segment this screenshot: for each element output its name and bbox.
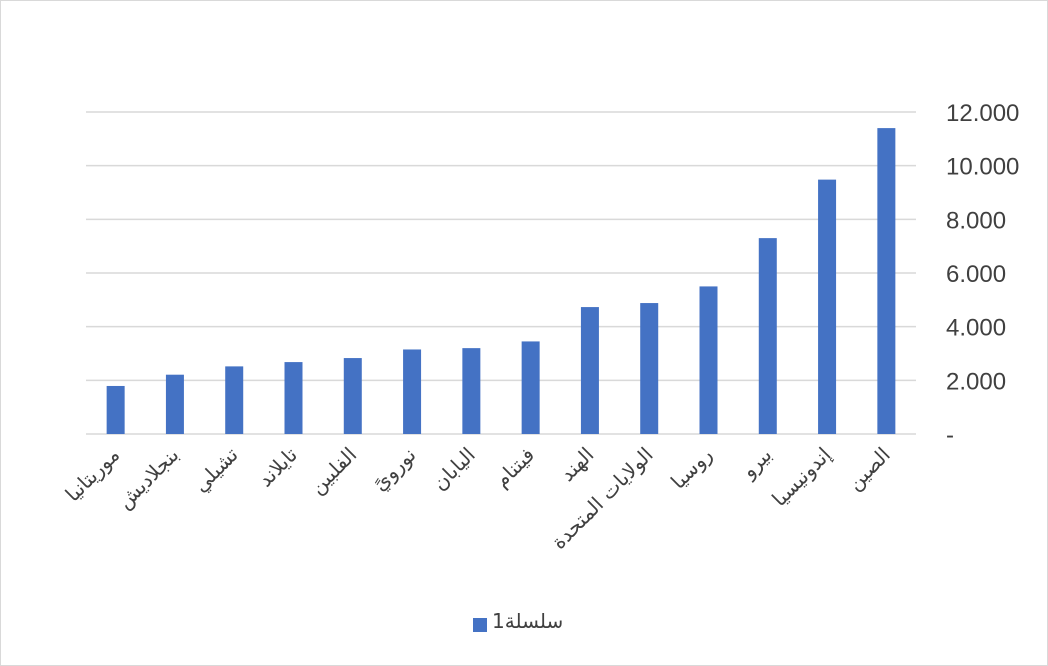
gridlines — [86, 111, 916, 435]
bar — [225, 366, 244, 434]
y-tick-label: - — [946, 422, 954, 449]
y-tick-label: 8.000 — [946, 207, 1006, 234]
x-tick-label: بيرو — [736, 443, 777, 484]
x-tick-label: نورويً — [368, 443, 422, 497]
x-tick-label: بنجلاديش — [112, 443, 183, 514]
bar — [403, 349, 422, 434]
bar — [877, 128, 896, 434]
bar — [640, 303, 659, 434]
x-tick-label: فيتنام — [490, 443, 540, 493]
x-tick-label: تايلاند — [253, 443, 302, 492]
bar — [284, 362, 303, 434]
x-tick-label: تشيلي — [188, 443, 243, 498]
bar — [758, 238, 777, 434]
y-tick-label: 12.000 — [946, 100, 1019, 127]
y-tick-label: 10.000 — [946, 154, 1019, 181]
x-tick-label: اليابان — [427, 443, 479, 495]
x-tick-label: الهند — [555, 443, 598, 486]
bar — [818, 179, 837, 434]
bar — [521, 341, 540, 434]
bar — [699, 286, 718, 434]
bars — [106, 128, 896, 434]
x-tick-label: الفلبين — [305, 443, 361, 499]
legend: سلسلة1 — [473, 609, 563, 633]
x-tick-label: الصين — [842, 443, 895, 496]
bar — [580, 307, 599, 434]
y-axis-ticks: - 2.000 4.000 6.000 8.000 10.000 12.000 — [946, 100, 1019, 449]
x-tick-label: إندونيسيا — [767, 443, 836, 512]
bar — [106, 385, 125, 434]
legend-swatch — [473, 618, 487, 632]
bar — [165, 374, 184, 434]
y-tick-label: 4.000 — [946, 315, 1006, 342]
x-tick-label: روسيا — [666, 443, 717, 494]
y-tick-label: 6.000 — [946, 261, 1006, 288]
bar — [462, 348, 481, 434]
x-tick-label: الولايات المتحدة — [546, 443, 657, 554]
bar — [343, 358, 362, 434]
y-tick-label: 2.000 — [946, 368, 1006, 395]
legend-label: سلسلة1 — [492, 609, 563, 633]
